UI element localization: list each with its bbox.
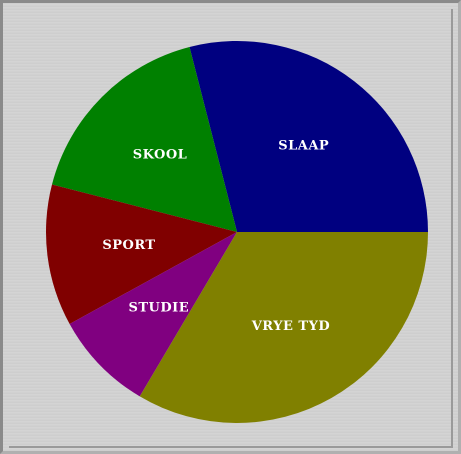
pie-slice — [189, 40, 428, 232]
slice-label: VRYE TYD — [251, 319, 330, 334]
slice-label: SLAAP — [278, 138, 329, 153]
pie-slice — [139, 232, 429, 423]
slice-label: STUDIE — [128, 300, 189, 315]
panel — [9, 9, 453, 448]
slice-label: SKOOL — [133, 148, 188, 163]
slice-label: SPORT — [102, 238, 155, 253]
pie-slice — [69, 232, 237, 397]
pie-slice — [52, 47, 238, 233]
pie-slice — [46, 184, 237, 325]
